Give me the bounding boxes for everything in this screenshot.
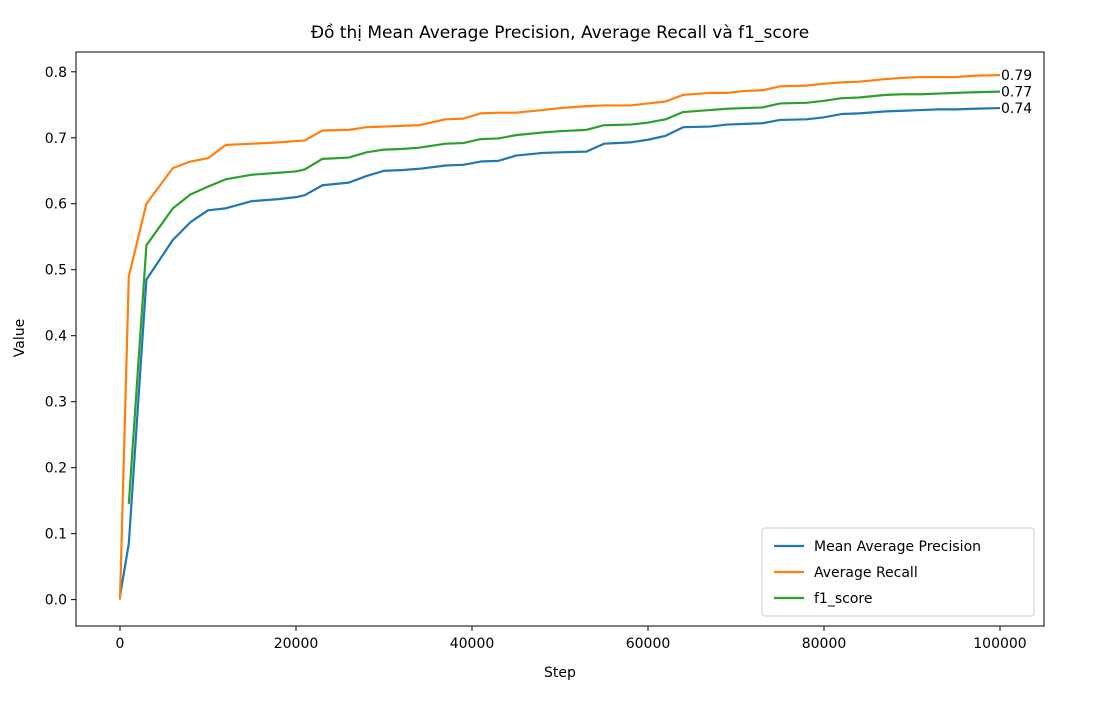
- end-label-average-recall: 0.79: [1001, 68, 1032, 84]
- plot-frame: [75, 51, 1045, 627]
- x-tick-label: 60000: [626, 636, 671, 652]
- plot-area: [75, 51, 1045, 627]
- legend-label-average-recall: Average Recall: [814, 565, 918, 581]
- x-tick-label: 40000: [450, 636, 495, 652]
- y-tick-label: 0.6: [45, 197, 67, 213]
- y-tick-label: 0.2: [45, 461, 67, 477]
- x-axis: 0 20000 40000 60000 80000 100000: [116, 626, 1027, 652]
- y-tick-label: 0.8: [45, 65, 67, 81]
- legend: Mean Average Precision Average Recall f1_s…: [761, 527, 1035, 617]
- legend-box: [761, 527, 1035, 617]
- y-axis: 0.0 0.1 0.2 0.3 0.4 0.5 0.6 0.7 0.8: [45, 65, 76, 609]
- x-axis-label: Step: [544, 665, 576, 681]
- y-axis-label: Value: [12, 319, 28, 357]
- x-tick-label: 100000: [973, 636, 1026, 652]
- x-tick-label: 80000: [802, 636, 847, 652]
- series-line-mean-average-precision: [118, 106, 1001, 597]
- x-tick-label: 0: [116, 636, 125, 652]
- chart-title: Đồ thị Mean Average Precision, Average R…: [311, 22, 809, 43]
- series-line-average-recall: [118, 73, 1001, 600]
- end-label-f1-score: 0.77: [1001, 85, 1032, 101]
- y-tick-label: 0.5: [45, 263, 67, 279]
- series-line-f1-score: [127, 90, 1001, 505]
- end-label-mean-average-precision: 0.74: [1001, 101, 1032, 117]
- legend-label-mean-average-precision: Mean Average Precision: [814, 539, 981, 555]
- y-tick-label: 0.3: [45, 395, 67, 411]
- y-tick-label: 0.4: [45, 329, 67, 345]
- x-tick-label: 20000: [274, 636, 319, 652]
- legend-label-f1-score: f1_score: [814, 591, 872, 607]
- y-tick-label: 0.1: [45, 527, 67, 543]
- end-labels: 0.74 0.790.77: [1001, 68, 1032, 117]
- y-tick-label: 0.7: [45, 131, 67, 147]
- y-tick-label: 0.0: [45, 593, 67, 609]
- series-layer: [118, 73, 1001, 600]
